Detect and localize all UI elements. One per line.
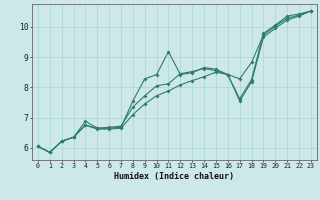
- X-axis label: Humidex (Indice chaleur): Humidex (Indice chaleur): [115, 172, 234, 181]
